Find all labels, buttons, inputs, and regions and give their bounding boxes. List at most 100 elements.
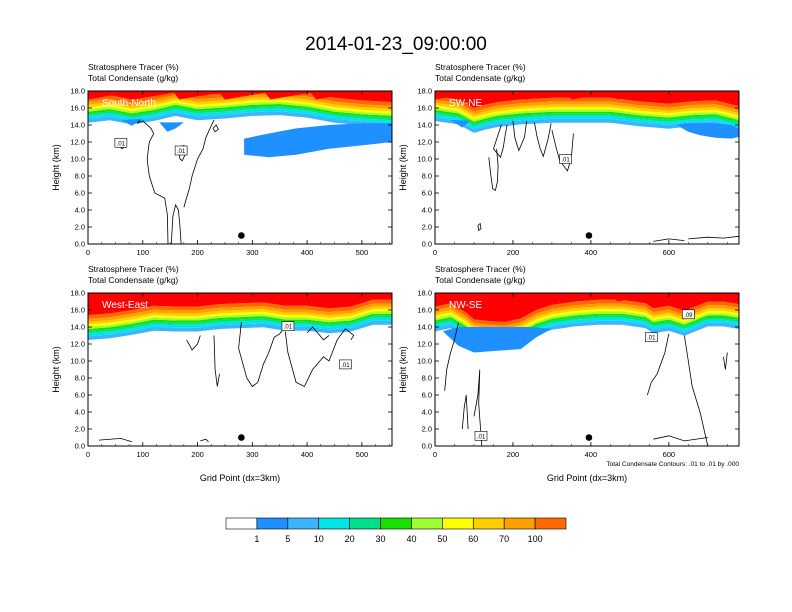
panel-label: SW-NE xyxy=(449,98,482,109)
contour-label-box xyxy=(559,154,572,164)
tracer-band-4 xyxy=(435,313,739,338)
y-tick-label: 4.0 xyxy=(422,206,432,215)
y-axis-label: Height (km) xyxy=(51,346,61,393)
x-tick-label: 200 xyxy=(191,248,204,257)
condensate-contour xyxy=(653,435,708,442)
x-tick-label: 400 xyxy=(585,450,598,459)
tracer-band-4 xyxy=(435,110,739,124)
condensate-contour xyxy=(444,322,459,391)
colorbar-label: 100 xyxy=(528,534,543,544)
y-tick-label: 16.0 xyxy=(417,104,432,113)
y-tick-label: 10.0 xyxy=(70,357,85,366)
tracer-band-top xyxy=(88,293,392,302)
colorbar-label: 40 xyxy=(406,534,416,544)
colorbar-box xyxy=(318,517,350,530)
contour-label-box xyxy=(682,309,695,320)
condensate-contour xyxy=(477,222,482,232)
panel-subtitle-condensate: Total Condensate (g/kg) xyxy=(435,275,525,285)
panel-subtitle-tracer: Stratosphere Tracer (%) xyxy=(435,62,526,72)
x-axis-label: Grid Point (dx=3km) xyxy=(200,473,280,483)
plot-area: .01 xyxy=(435,91,739,242)
tracer-band-top xyxy=(435,91,739,100)
y-tick-label: 8.0 xyxy=(422,374,432,383)
colorbar-box xyxy=(380,517,412,530)
condensate-contour xyxy=(551,130,574,172)
contour-label: .01 xyxy=(561,158,570,164)
y-tick-label: 16.0 xyxy=(417,306,432,315)
location-marker xyxy=(585,232,593,239)
tracer-band-4 xyxy=(88,104,392,118)
y-tick-label: 10.0 xyxy=(417,357,432,366)
condensate-contour xyxy=(98,437,132,443)
condensate-contour xyxy=(488,148,499,192)
contour-label: .01 xyxy=(117,141,126,147)
y-tick-label: 10.0 xyxy=(417,155,432,164)
panel-label: NW-SE xyxy=(449,300,482,311)
condensate-contour xyxy=(493,124,508,159)
y-tick-label: 12.0 xyxy=(70,138,85,147)
y-tick-label: 4.0 xyxy=(422,408,432,417)
y-tick-label: 6.0 xyxy=(422,391,432,400)
contour-label: .01 xyxy=(284,325,293,331)
y-tick-label: 12.0 xyxy=(417,138,432,147)
condensate-contour xyxy=(238,321,286,388)
tracer-band-7 xyxy=(88,306,392,325)
colorbar-box xyxy=(472,517,505,530)
tracer-band-8 xyxy=(88,303,392,322)
y-tick-label: 6.0 xyxy=(75,391,85,400)
colorbar-label: 50 xyxy=(437,534,447,544)
x-tick-label: 100 xyxy=(137,248,150,257)
x-tick-label: 0 xyxy=(86,248,90,257)
contour-label-box xyxy=(174,145,188,156)
y-tick-label: 0.0 xyxy=(75,240,85,249)
y-tick-label: 6.0 xyxy=(422,189,432,198)
plot-frame xyxy=(87,90,393,245)
panel-subtitle-tracer: Stratosphere Tracer (%) xyxy=(88,264,179,274)
tracer-band-8 xyxy=(435,99,739,115)
location-marker xyxy=(238,434,245,441)
tracer-band-2 xyxy=(88,317,392,337)
y-tick-label: 0.0 xyxy=(422,442,432,451)
y-tick-label: 18.0 xyxy=(70,289,85,298)
plot-area: .01 .01 .09 xyxy=(435,293,739,446)
contour-label: .01 xyxy=(647,336,656,342)
condensate-contour xyxy=(534,122,552,158)
x-tick-label: 600 xyxy=(663,450,676,459)
tracer-band-2 xyxy=(88,108,392,124)
tracer-band-3 xyxy=(88,106,392,121)
tracer-band-3 xyxy=(88,315,392,334)
y-axis-label: Height (km) xyxy=(398,144,408,191)
colorbar-label: 5 xyxy=(285,534,290,544)
tracer-patch xyxy=(442,327,552,353)
tracer-band-7 xyxy=(435,306,739,332)
colorbar-box xyxy=(411,517,443,530)
x-tick-label: 200 xyxy=(507,450,520,459)
colorbar-box xyxy=(349,517,381,530)
colorbar-label: 60 xyxy=(468,534,478,544)
y-tick-label: 2.0 xyxy=(422,223,432,232)
panel-label: West-East xyxy=(102,300,148,311)
panel-subtitle-tracer: Stratosphere Tracer (%) xyxy=(88,62,179,72)
tracer-band-3 xyxy=(435,315,739,340)
plot-frame xyxy=(434,292,740,447)
condensate-contour xyxy=(688,235,739,240)
panel-west-east: .01 .01 West-East 0.0 2.0 4.0 6.0 8.0 10.0 12.0 14… xyxy=(51,264,393,483)
contour-label-box xyxy=(281,321,295,331)
x-tick-label: 100 xyxy=(137,450,150,459)
y-tick-label: 8.0 xyxy=(75,374,85,383)
condensate-contour xyxy=(200,438,209,443)
y-tick-label: 16.0 xyxy=(70,306,85,315)
condensate-contour xyxy=(473,369,483,446)
contour-label: .01 xyxy=(341,363,350,369)
panel-subtitle-condensate: Total Condensate (g/kg) xyxy=(435,73,525,83)
colorbar-box xyxy=(225,517,258,530)
contour-label: .01 xyxy=(177,149,186,155)
plot-frame xyxy=(87,292,393,447)
contour-label-box xyxy=(339,359,352,370)
colorbar-label: 10 xyxy=(314,534,324,544)
panel-subtitle-condensate: Total Condensate (g/kg) xyxy=(88,73,178,83)
y-tick-label: 14.0 xyxy=(417,121,432,130)
tracer-band-8 xyxy=(88,94,392,109)
colorbar: 1 5 10 20 30 40 50 60 70 100 xyxy=(225,517,567,544)
